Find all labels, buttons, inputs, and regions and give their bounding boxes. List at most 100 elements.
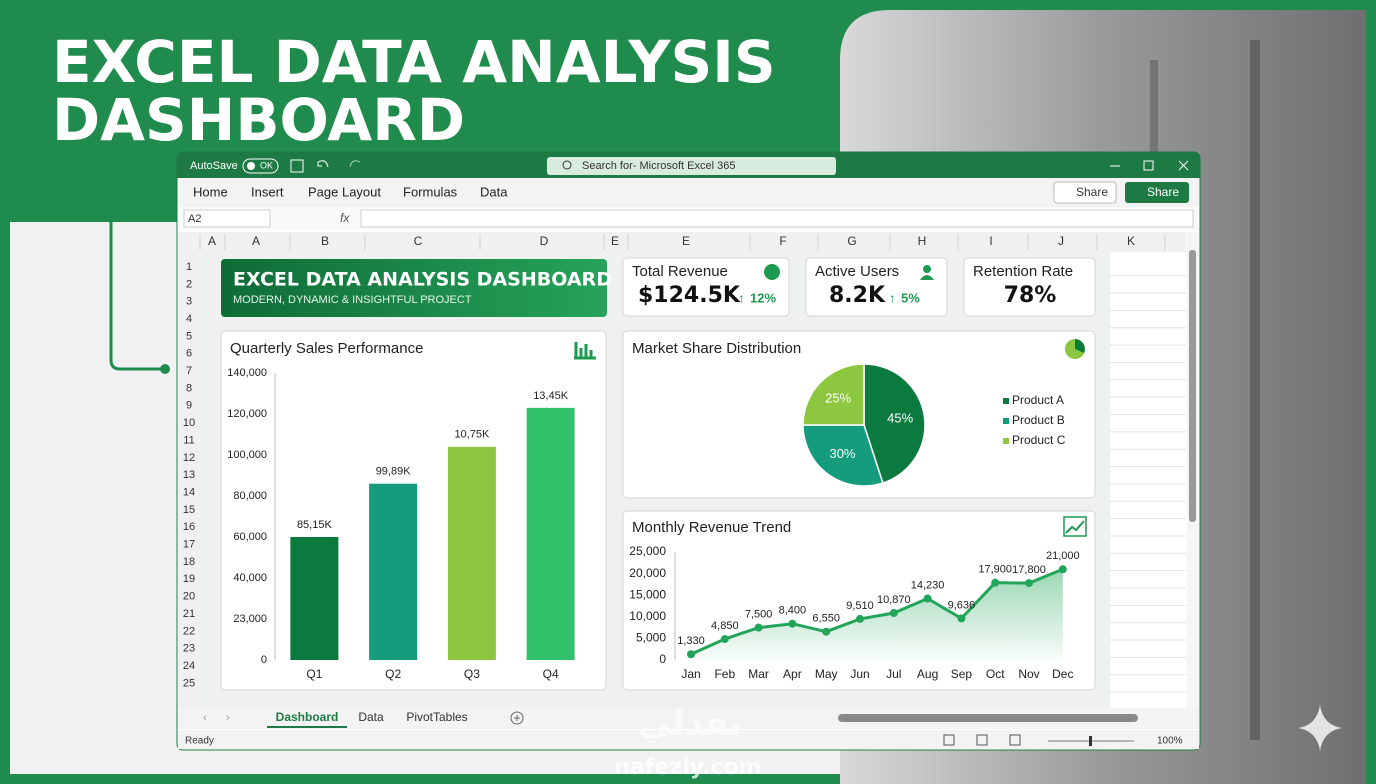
legend-swatch: [1003, 438, 1009, 444]
point: [991, 578, 1000, 587]
y-tick-label: 5,000: [636, 631, 666, 645]
kpi-card: [963, 257, 1096, 317]
y-tick-label: 23,000: [233, 613, 267, 625]
sheet-tab[interactable]: PivotTables: [406, 710, 467, 724]
row-label: 4: [186, 313, 192, 325]
autosave-toggle[interactable]: [242, 158, 279, 174]
ribbon-tab[interactable]: Data: [480, 184, 508, 199]
ribbon-tab[interactable]: Home: [193, 184, 228, 199]
kpi-arrow: ↑: [889, 290, 896, 305]
row-label: 21: [183, 608, 195, 620]
point: [754, 623, 763, 632]
y-tick-label: 20,000: [629, 566, 666, 580]
row-label: 14: [183, 486, 195, 498]
view-layout[interactable]: [976, 734, 988, 746]
y-tick-label: 0: [261, 654, 267, 666]
y-tick-label: 120,000: [227, 408, 267, 420]
zoom-thumb[interactable]: [1089, 736, 1092, 746]
watermark: nafezly.com: [614, 755, 761, 780]
dashboard-title-card: [221, 259, 607, 317]
scroll-thumb[interactable]: [1189, 250, 1196, 522]
formula-input[interactable]: [360, 209, 1194, 228]
x-tick-label: Jun: [850, 667, 869, 681]
save-icon[interactable]: [290, 159, 304, 173]
search-text: Search for- Microsoft Excel 365: [582, 160, 735, 172]
column-label: E: [682, 234, 690, 248]
legend-swatch: [1003, 398, 1009, 404]
toggle-knob: [247, 162, 255, 170]
banner-title: EXCEL DATA ANALYSIS: [52, 28, 776, 96]
slice-label: 30%: [829, 446, 855, 461]
bar: [290, 537, 339, 660]
sheet-tab[interactable]: Data: [358, 710, 384, 724]
legend-label: Product A: [1012, 393, 1064, 407]
users-icon: [920, 275, 934, 280]
column-label: A: [208, 234, 216, 248]
column-label: C: [414, 234, 423, 248]
chart-title: Market Share Distribution: [632, 340, 801, 357]
maximize[interactable]: [1143, 160, 1154, 171]
row-label: 16: [183, 521, 195, 533]
value-label: 17,800: [1012, 564, 1046, 576]
undo-icon[interactable]: [317, 160, 329, 168]
value-label: 7,500: [745, 609, 773, 621]
ribbon-tab[interactable]: Formulas: [403, 184, 458, 199]
ribbon-tab[interactable]: Page Layout: [308, 184, 381, 199]
close[interactable]: [1178, 160, 1189, 171]
point: [1025, 579, 1033, 588]
view-break[interactable]: [1009, 734, 1021, 746]
column-label: A: [252, 234, 260, 248]
row-label: 2: [186, 278, 192, 290]
line: [690, 567, 1064, 656]
sheet-tab-bar: [178, 708, 1199, 729]
value-label: 10,870: [877, 594, 911, 606]
sheet-tab[interactable]: Dashboard: [276, 710, 339, 724]
x-tick-label: Oct: [986, 667, 1005, 681]
name-box[interactable]: [183, 209, 271, 228]
share-button[interactable]: [1125, 182, 1189, 203]
tab-nav[interactable]: ›: [226, 712, 230, 724]
ribbon-tabs: Home Insert Page Layout Formulas Data: [193, 184, 508, 199]
horizontal-scrollbar[interactable]: [838, 714, 1138, 722]
column-label: H: [918, 234, 927, 248]
column-label: B: [321, 234, 329, 248]
kpi-change: 5%: [901, 290, 920, 305]
row-label: 18: [183, 556, 195, 568]
kpi-value: 8.2K: [829, 283, 886, 308]
pie-slice: [863, 363, 926, 484]
ribbon-tab[interactable]: Insert: [251, 184, 284, 199]
row-label: 17: [183, 539, 195, 551]
kpi-label: Active Users: [815, 263, 899, 280]
view-normal[interactable]: [943, 734, 955, 746]
row-label: 1: [186, 261, 192, 273]
fx-label: fx: [340, 211, 350, 225]
y-tick-label: 15,000: [629, 587, 666, 601]
x-tick-label: Q3: [464, 667, 480, 681]
y-tick-label: 0: [659, 652, 666, 666]
x-tick-label: Nov: [1018, 667, 1039, 681]
share-button[interactable]: [1053, 181, 1117, 204]
tab-nav[interactable]: ‹: [203, 712, 207, 724]
search-icon: [562, 160, 572, 170]
watermark: نفذلي: [638, 704, 742, 744]
y-tick-label: 40,000: [233, 572, 267, 584]
search-box[interactable]: [547, 157, 836, 175]
row-label: 3: [186, 296, 192, 308]
add-sheet[interactable]: [510, 711, 524, 725]
redo-icon[interactable]: [349, 160, 361, 168]
point: [822, 627, 831, 636]
x-tick-label: Aug: [917, 667, 938, 681]
bar-annotation: 10,75K: [454, 429, 490, 441]
row-header: [178, 252, 200, 708]
point: [687, 650, 695, 659]
slice-label: 45%: [887, 411, 913, 426]
kpi-label: Retention Rate: [973, 263, 1073, 280]
x-tick-label: Sep: [951, 667, 973, 681]
connector: [109, 222, 165, 371]
point: [957, 614, 966, 623]
chart-icon: [1065, 520, 1085, 534]
status-ready: Ready: [185, 736, 214, 747]
x-tick-label: Mar: [748, 667, 769, 681]
y-tick-label: 25,000: [629, 544, 666, 558]
column-label: E: [611, 234, 619, 248]
